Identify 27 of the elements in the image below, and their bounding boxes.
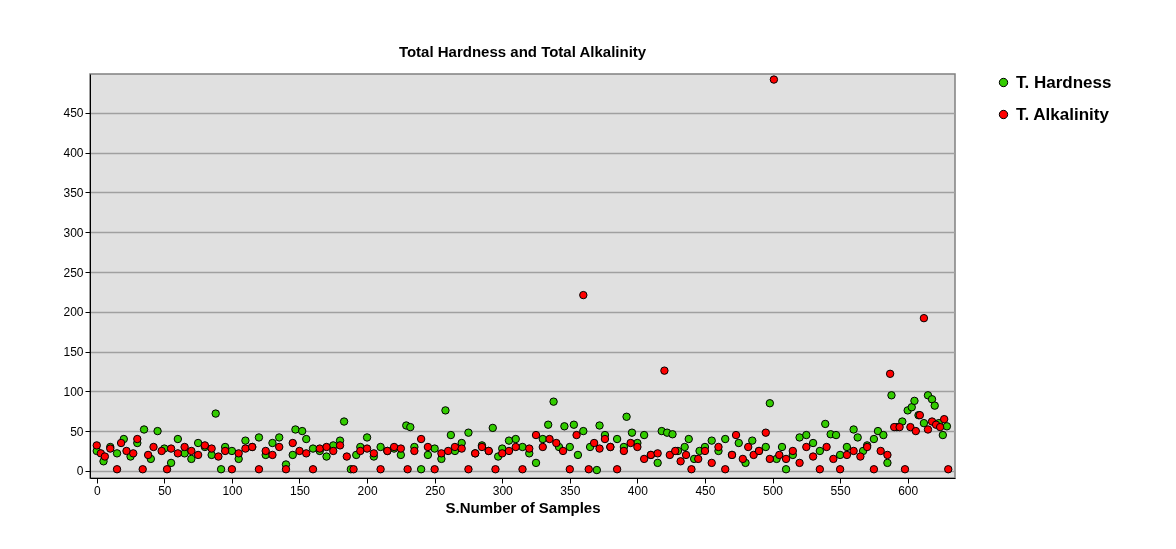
y-tick-label: 250 — [63, 265, 84, 280]
y-tick-label: 100 — [63, 384, 84, 399]
x-tick-label: 100 — [222, 483, 243, 498]
x-tick-label: 350 — [560, 483, 581, 498]
x-tick-label: 500 — [763, 483, 784, 498]
x-tick-label: 450 — [695, 483, 716, 498]
x-tick-label: 50 — [158, 483, 172, 498]
x-tick-label: 0 — [93, 483, 101, 498]
y-tick-label: 200 — [63, 305, 84, 320]
x-tick-label: 600 — [898, 483, 919, 498]
y-tick-label: 50 — [70, 424, 84, 439]
x-tick-label: 300 — [492, 483, 514, 498]
y-tick-label: 400 — [63, 146, 84, 161]
x-tick-label: 400 — [627, 483, 649, 498]
x-tick-label: 150 — [289, 483, 311, 498]
y-tick-label: 0 — [76, 464, 84, 479]
y-tick-label: 450 — [63, 106, 84, 121]
x-axis-title: S.Number of Samples — [445, 498, 601, 516]
x-tick-label: 550 — [830, 483, 851, 498]
x-tick-label: 250 — [425, 483, 446, 498]
legend-label: T. Alkalinity — [1016, 104, 1110, 124]
y-tick-label: 350 — [63, 186, 84, 200]
y-tick-label: 150 — [63, 345, 84, 360]
y-tick-label: 300 — [63, 225, 84, 240]
x-tick-label: 200 — [357, 483, 378, 498]
chart-title: Total Hardness and Total Alkalinity — [398, 42, 647, 60]
legend-label: T. Hardness — [1016, 72, 1112, 92]
